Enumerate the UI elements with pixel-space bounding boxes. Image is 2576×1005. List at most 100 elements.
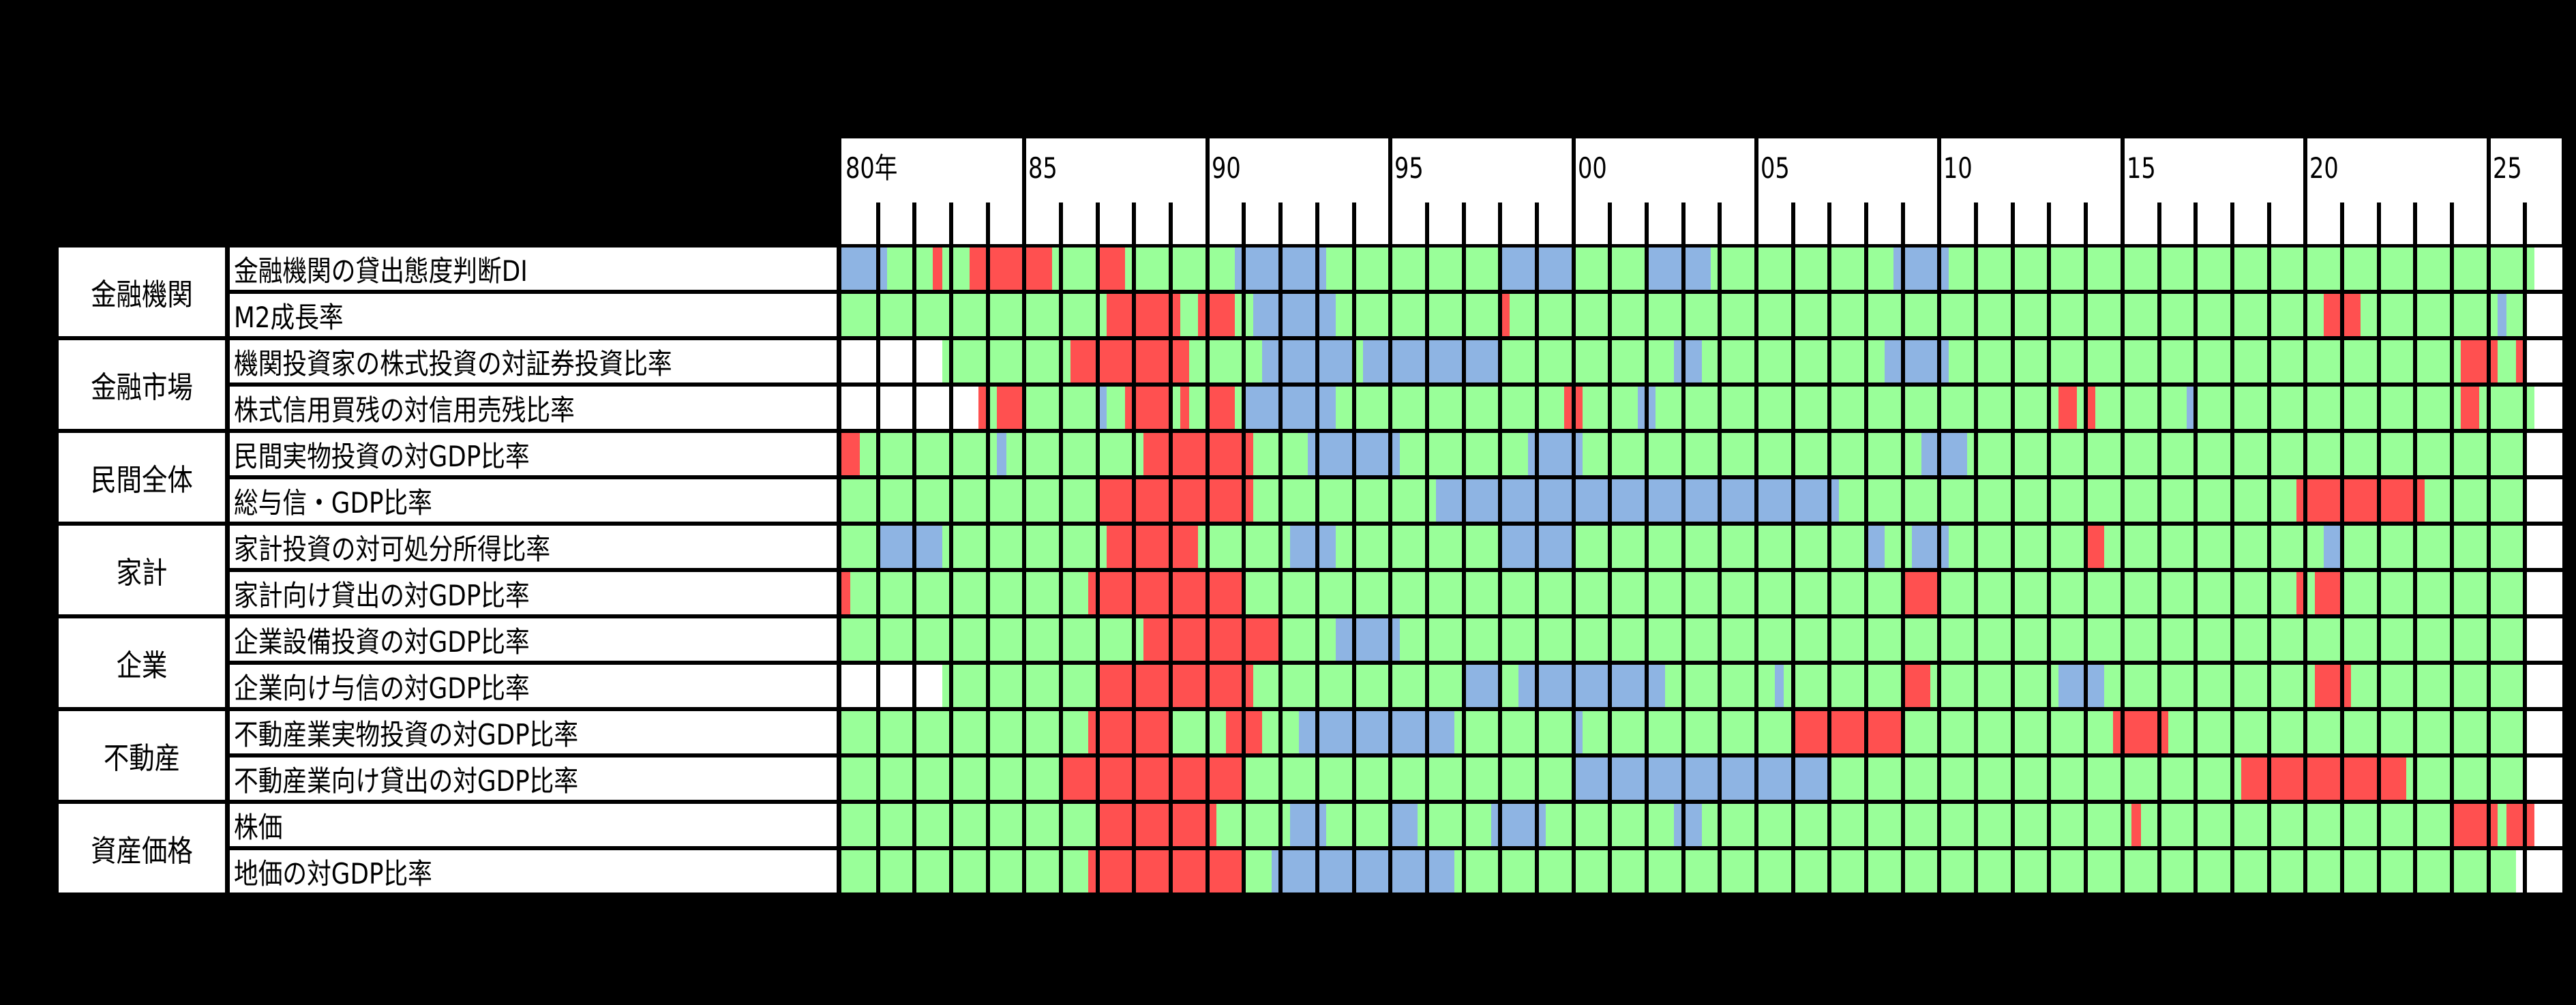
quarter-cell (1994, 479, 2004, 522)
quarter-cell (2424, 340, 2434, 382)
quarter-cell (2159, 387, 2169, 429)
quarter-cell (2451, 572, 2461, 614)
quarter-cell (2140, 247, 2151, 290)
quarter-cell (2287, 711, 2297, 753)
quarter-cell (2552, 340, 2562, 382)
quarter-cell (2525, 804, 2535, 846)
quarter-cell (1472, 433, 1482, 475)
quarter-cell (1299, 850, 1309, 892)
quarter-cell (1656, 340, 1666, 382)
quarter-cell (1848, 850, 1858, 892)
quarter-cell (2049, 850, 2059, 892)
quarter-cell (1171, 758, 1181, 800)
quarter-cell (1326, 758, 1336, 800)
quarter-cell (1225, 340, 1235, 382)
year-gridline (2084, 294, 2088, 336)
quarter-cell (1143, 758, 1153, 800)
quarter-cell (1884, 711, 1894, 753)
quarter-cell (1976, 572, 1986, 614)
quarter-cell (1518, 247, 1529, 290)
minor-tick (1827, 202, 1832, 244)
quarter-cell (1244, 665, 1254, 707)
quarter-cell (969, 572, 979, 614)
quarter-cell (2360, 433, 2370, 475)
quarter-cell (2525, 758, 2535, 800)
quarter-cell (2424, 758, 2434, 800)
quarter-cell (2250, 758, 2260, 800)
quarter-cell (1134, 665, 1144, 707)
year-gridline (1059, 387, 1064, 429)
year-gridline (1205, 247, 1210, 290)
quarter-cell (1518, 850, 1529, 892)
quarter-cell (2214, 758, 2224, 800)
quarter-cell (2196, 850, 2206, 892)
quarter-cell (2314, 618, 2324, 661)
quarter-cell (1939, 479, 1949, 522)
quarter-cell (1024, 665, 1034, 707)
year-gridline (1608, 711, 1613, 753)
year-gridline (1132, 526, 1137, 568)
quarter-cell (1362, 479, 1373, 522)
quarter-cell (1958, 433, 1968, 475)
quarter-cell (1774, 618, 1784, 661)
quarter-cell (1793, 340, 1803, 382)
quarter-cell (1683, 711, 1693, 753)
quarter-cell (2314, 758, 2324, 800)
year-gridline (1571, 247, 1576, 290)
quarter-cell (1006, 247, 1016, 290)
quarter-cell (1134, 526, 1144, 568)
quarter-cell (859, 294, 869, 336)
quarter-cell (1555, 665, 1565, 707)
year-gridline (2303, 665, 2308, 707)
year-gridline (912, 618, 917, 661)
year-gridline (2266, 387, 2271, 429)
year-gridline (1571, 526, 1576, 568)
quarter-cell (987, 804, 998, 846)
quarter-cell (2067, 387, 2078, 429)
quarter-cell (997, 433, 1007, 475)
quarter-cell (1976, 433, 1986, 475)
quarter-cell (2461, 433, 2471, 475)
year-gridline (2010, 247, 2015, 290)
quarter-cell (1372, 526, 1382, 568)
year-gridline (1864, 665, 1869, 707)
quarter-cell (960, 804, 970, 846)
quarter-cell (1591, 618, 1602, 661)
quarter-cell (2451, 479, 2461, 522)
year-gridline (1315, 294, 1319, 336)
year-gridline (1388, 387, 1393, 429)
minor-tick (1498, 202, 1503, 244)
quarter-cell (887, 618, 897, 661)
quarter-cell (1006, 711, 1016, 753)
year-gridline (1315, 340, 1319, 382)
quarter-cell (1372, 247, 1382, 290)
quarter-cell (1326, 850, 1336, 892)
quarter-cell (1152, 618, 1163, 661)
quarter-cell (914, 804, 925, 846)
quarter-cell (1289, 665, 1300, 707)
quarter-cell (2140, 479, 2151, 522)
quarter-cell (1134, 572, 1144, 614)
quarter-cell (1583, 850, 1593, 892)
quarter-cell (960, 711, 970, 753)
quarter-cell (1143, 433, 1153, 475)
quarter-cell (1390, 433, 1401, 475)
quarter-cell (1921, 526, 1931, 568)
category-label: 企業 (59, 618, 225, 707)
year-gridline (2303, 340, 2308, 382)
quarter-cell (2451, 340, 2461, 382)
quarter-cell (1912, 247, 1922, 290)
indicator-label: 民間実物投資の対GDP比率 (230, 433, 837, 475)
quarter-cell (951, 340, 961, 382)
quarter-cell (1948, 804, 1958, 846)
year-gridline (1132, 665, 1137, 707)
quarter-cell (1353, 572, 1364, 614)
year-gridline (2047, 572, 2052, 614)
quarter-cell (997, 340, 1007, 382)
quarter-cell (2543, 433, 2553, 475)
quarter-cell (951, 479, 961, 522)
quarter-cell (951, 665, 961, 707)
year-gridline (1791, 247, 1795, 290)
minor-tick (1169, 202, 1173, 244)
year-gridline (2193, 572, 2198, 614)
